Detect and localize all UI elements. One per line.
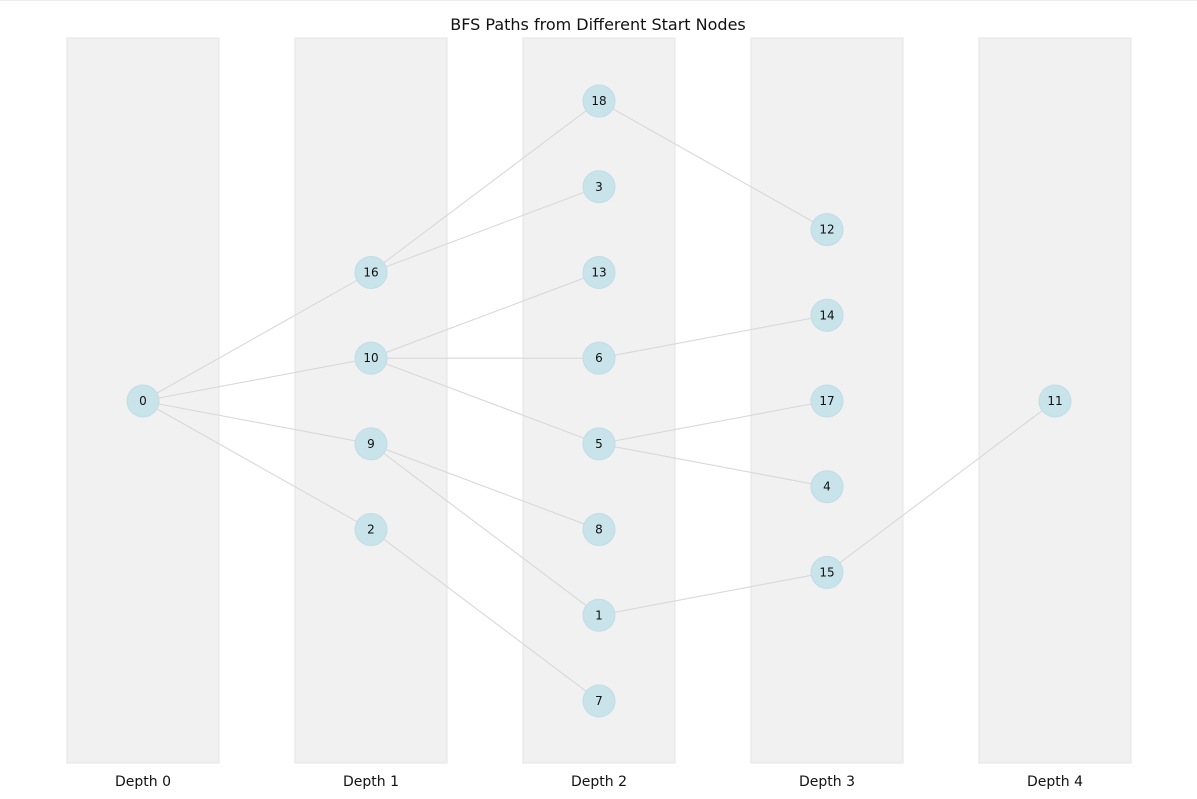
node-label: 13 (591, 265, 606, 279)
node-label: 2 (367, 523, 375, 537)
edge-9-8 (370, 443, 600, 531)
node-circle (1038, 384, 1072, 418)
node-circle (810, 555, 844, 589)
node-5: 5 (582, 427, 616, 461)
node-7: 7 (582, 684, 616, 718)
depth-bands (66, 37, 1132, 764)
node-label: 17 (819, 394, 834, 408)
node-circle (582, 598, 616, 632)
node-circle (810, 298, 844, 332)
node-label: 1 (595, 608, 603, 622)
node-9: 9 (354, 427, 388, 461)
node-label: 4 (823, 480, 831, 494)
depth-label-2: Depth 2 (571, 774, 627, 790)
node-circle (354, 513, 388, 547)
node-circle (582, 84, 616, 118)
depth-label-0: Depth 0 (115, 774, 171, 790)
edge-1-15 (598, 571, 828, 616)
node-circle (582, 427, 616, 461)
node-circle (810, 213, 844, 247)
node-label: 9 (367, 437, 375, 451)
node-circle (810, 384, 844, 418)
node-circle (582, 513, 616, 547)
node-2: 2 (354, 513, 388, 547)
diagram-title: BFS Paths from Different Start Nodes (450, 15, 746, 34)
edge-0-16 (142, 271, 372, 402)
node-1: 1 (582, 598, 616, 632)
node-6: 6 (582, 341, 616, 375)
node-label: 16 (363, 265, 378, 279)
edges (142, 100, 1056, 702)
depth-band-4 (978, 37, 1132, 764)
node-8: 8 (582, 513, 616, 547)
depth-band-1 (294, 37, 448, 764)
node-circle (126, 384, 160, 418)
node-12: 12 (810, 213, 844, 247)
node-13: 13 (582, 255, 616, 289)
node-circle (582, 255, 616, 289)
edge-0-2 (142, 400, 372, 531)
node-label: 5 (595, 437, 603, 451)
node-4: 4 (810, 470, 844, 504)
edge-15-11 (826, 400, 1056, 573)
top-border (0, 0, 1197, 1)
node-label: 15 (819, 565, 834, 579)
edge-5-4 (598, 443, 828, 488)
node-label: 6 (595, 351, 603, 365)
edge-10-13 (370, 271, 600, 359)
edge-0-10 (142, 357, 372, 402)
node-circle (354, 341, 388, 375)
edge-18-12 (598, 100, 828, 231)
depth-labels: Depth 0 Depth 1 Depth 2 Depth 3 Depth 4 (115, 774, 1083, 790)
depth-band-2 (522, 37, 676, 764)
edge-6-14 (598, 314, 828, 359)
node-16: 16 (354, 255, 388, 289)
node-circle (354, 427, 388, 461)
edge-5-17 (598, 400, 828, 445)
node-15: 15 (810, 555, 844, 589)
node-circle (810, 470, 844, 504)
node-label: 11 (1047, 394, 1062, 408)
node-circle (582, 684, 616, 718)
node-18: 18 (582, 84, 616, 118)
node-circle (582, 341, 616, 375)
node-label: 7 (595, 694, 603, 708)
edge-0-9 (142, 400, 372, 445)
depth-label-3: Depth 3 (799, 774, 855, 790)
node-label: 3 (595, 180, 603, 194)
edge-2-7 (370, 529, 600, 702)
node-label: 18 (591, 94, 606, 108)
edge-16-18 (370, 100, 600, 273)
edge-9-1 (370, 443, 600, 616)
node-0: 0 (126, 384, 160, 418)
edge-10-5 (370, 357, 600, 445)
node-label: 10 (363, 351, 378, 365)
node-3: 3 (582, 170, 616, 204)
edge-16-3 (370, 186, 600, 273)
node-17: 17 (810, 384, 844, 418)
node-10: 10 (354, 341, 388, 375)
node-label: 12 (819, 223, 834, 237)
depth-label-1: Depth 1 (343, 774, 399, 790)
node-14: 14 (810, 298, 844, 332)
node-label: 14 (819, 308, 834, 322)
node-circle (354, 255, 388, 289)
node-label: 0 (139, 394, 147, 408)
node-label: 8 (595, 523, 603, 537)
node-11: 11 (1038, 384, 1072, 418)
node-circle (582, 170, 616, 204)
depth-label-4: Depth 4 (1027, 774, 1083, 790)
